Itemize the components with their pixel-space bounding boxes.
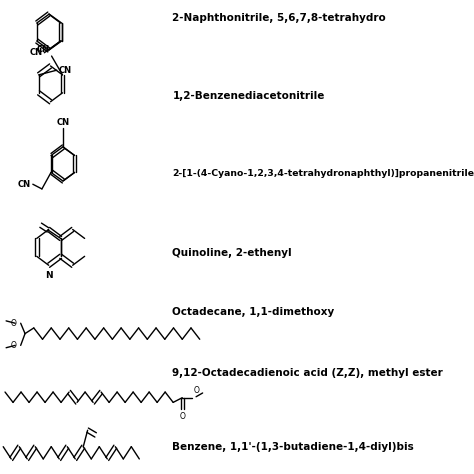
Text: O: O [10, 341, 16, 350]
Text: CN: CN [59, 66, 72, 75]
Text: 1,2-Benzenediacetonitrile: 1,2-Benzenediacetonitrile [173, 91, 325, 100]
Text: O: O [10, 319, 16, 328]
Text: N: N [45, 271, 53, 280]
Text: Octadecane, 1,1-dimethoxy: Octadecane, 1,1-dimethoxy [173, 308, 335, 318]
Text: 2-Naphthonitrile, 5,6,7,8-tetrahydro: 2-Naphthonitrile, 5,6,7,8-tetrahydro [173, 13, 386, 23]
Text: CN: CN [36, 45, 50, 54]
Text: CN: CN [57, 118, 70, 127]
Text: 9,12-Octadecadienoic acid (Z,Z), methyl ester: 9,12-Octadecadienoic acid (Z,Z), methyl … [173, 368, 443, 378]
Text: O: O [179, 412, 185, 421]
Text: Benzene, 1,1'-(1,3-butadiene-1,4-diyl)bis: Benzene, 1,1'-(1,3-butadiene-1,4-diyl)bi… [173, 442, 414, 452]
Text: CN: CN [18, 180, 31, 189]
Text: Quinoline, 2-ethenyl: Quinoline, 2-ethenyl [173, 248, 292, 258]
Text: O: O [193, 386, 199, 395]
Text: 2-[1-(4-Cyano-1,2,3,4-tetrahydronaphthyl)]propanenitrile: 2-[1-(4-Cyano-1,2,3,4-tetrahydronaphthyl… [173, 169, 474, 178]
Text: CN: CN [29, 48, 43, 57]
